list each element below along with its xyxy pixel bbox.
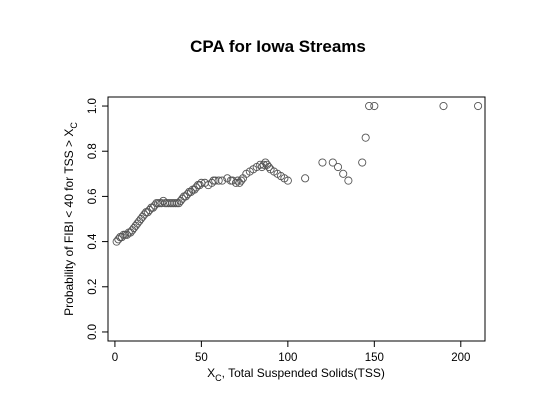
x-tick-label: 50 (195, 352, 208, 364)
y-axis: 0.0 0.2 0.4 0.6 0.8 1.0 (87, 98, 108, 340)
data-point (259, 160, 268, 169)
x-tick-label: 100 (278, 352, 297, 364)
chart-title: CPA for Iowa Streams (190, 37, 366, 56)
data-point (439, 101, 448, 111)
data-point (333, 162, 343, 172)
data-point (474, 101, 483, 111)
data-point (301, 174, 310, 183)
data-point (318, 158, 327, 167)
y-tick-label: 0.2 (87, 279, 99, 295)
plot-frame (107, 96, 486, 342)
data-point (237, 176, 246, 185)
data-point (195, 181, 204, 190)
y-axis-label: Probability of FIBI < 40 for TSS > XC (62, 122, 79, 316)
data-point (339, 169, 348, 178)
data-point (361, 133, 370, 142)
data-point (283, 176, 292, 185)
data-point (231, 178, 241, 187)
x-tick-label: 0 (112, 352, 118, 364)
data-points (112, 101, 483, 246)
data-point (233, 176, 242, 185)
data-point (264, 162, 273, 172)
x-axis: 0 50 100 150 200 (112, 341, 470, 364)
x-tick-label: 150 (365, 352, 384, 364)
data-point (328, 158, 337, 167)
data-point (214, 176, 223, 185)
y-tick-label: 0.4 (87, 233, 99, 250)
data-point (344, 176, 353, 185)
data-point (358, 158, 367, 167)
data-point (218, 176, 227, 185)
y-tick-label: 0.8 (87, 143, 99, 159)
x-axis-label: XC, Total Suspended Solids(TSS) (207, 366, 385, 383)
y-tick-label: 1.0 (87, 98, 99, 114)
y-tick-label: 0.6 (87, 188, 99, 204)
data-point (370, 101, 379, 111)
x-tick-label: 200 (451, 352, 470, 364)
data-point (365, 101, 374, 111)
y-tick-label: 0.0 (87, 324, 99, 340)
